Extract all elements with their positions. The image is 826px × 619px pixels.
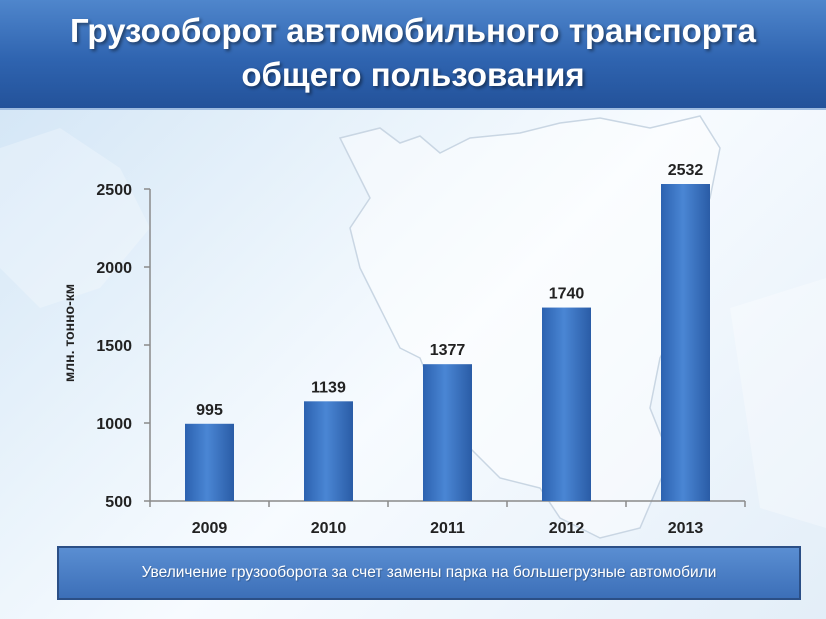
bar-2011 <box>423 364 472 501</box>
bar-series: 995 1139 1377 1740 2532 <box>185 162 710 501</box>
x-tick-label: 2012 <box>549 520 585 537</box>
data-label-2011: 1377 <box>430 342 466 359</box>
bar-2012 <box>542 307 591 501</box>
y-tick-label: 2500 <box>96 182 132 199</box>
x-tick-label: 2009 <box>192 520 228 537</box>
bar-2010 <box>304 401 353 501</box>
y-tick-label: 1500 <box>96 338 132 355</box>
bar-2009 <box>185 423 234 501</box>
bar-2013 <box>661 184 710 501</box>
y-tick-label: 1000 <box>96 416 132 433</box>
data-label-2010: 1139 <box>311 379 346 396</box>
data-label-2013: 2532 <box>668 162 704 179</box>
page-title-line-2: общего пользования <box>241 56 585 93</box>
background-map-decoration <box>0 115 826 539</box>
y-tick-label: 2000 <box>96 260 132 277</box>
footer-note-text: Увеличение грузооборота за счет замены п… <box>141 564 717 581</box>
y-axis-label: млн. тонно-км <box>61 284 77 382</box>
y-axis: 500 1000 1500 2000 2500 <box>96 182 151 511</box>
data-label-2009: 995 <box>196 402 223 419</box>
header-banner: Грузооборот автомобильного транспорта об… <box>0 0 826 110</box>
x-axis: 2009 2010 2011 2012 2013 <box>149 500 746 537</box>
x-tick-label: 2010 <box>311 520 347 537</box>
y-tick-label: 500 <box>105 494 132 511</box>
data-label-2012: 1740 <box>549 286 585 303</box>
x-tick-label: 2011 <box>430 520 465 537</box>
x-tick-label: 2013 <box>668 520 704 537</box>
footer-note: Увеличение грузооборота за счет замены п… <box>57 546 801 600</box>
page-title-line-1: Грузооборот автомобильного транспорта <box>69 12 757 49</box>
